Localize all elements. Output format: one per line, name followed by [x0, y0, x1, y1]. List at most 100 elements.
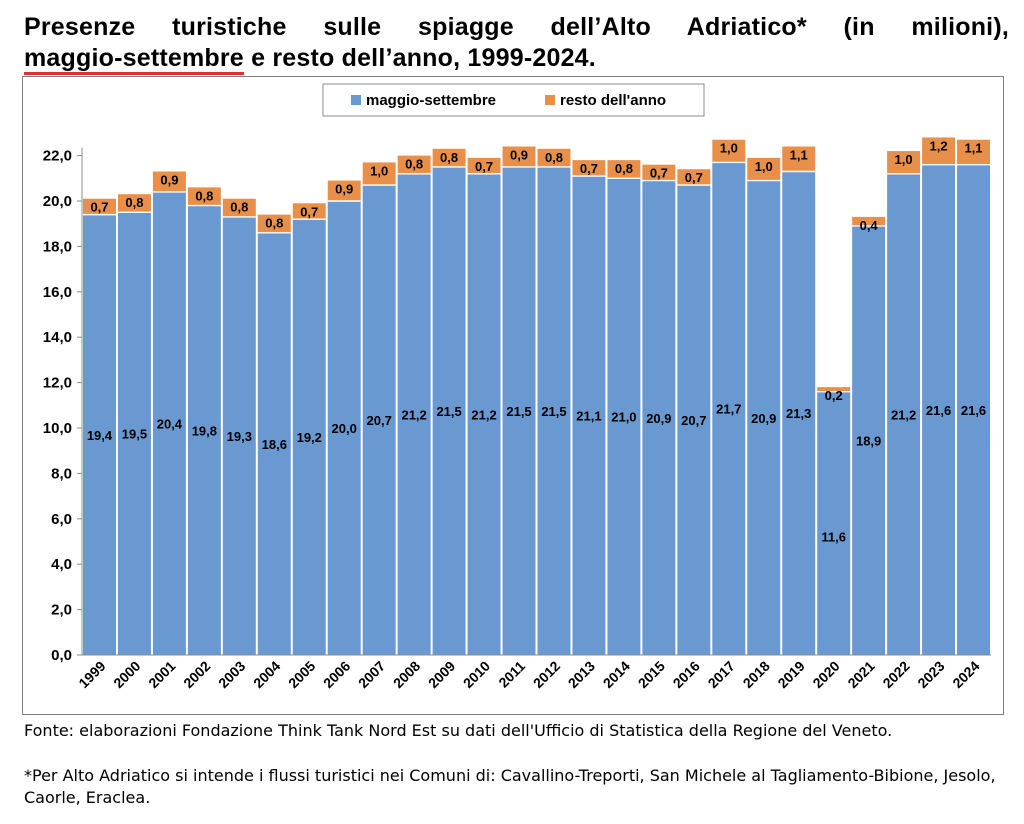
bar-resto-anno-2002 [187, 187, 221, 206]
y-tick-label: 16,0 [43, 284, 72, 301]
data-label-resto-anno: 0,8 [440, 150, 458, 165]
y-tick-label: 20,0 [43, 193, 72, 210]
data-label-resto-anno: 1,1 [964, 141, 982, 156]
bar-resto-anno-2006 [327, 180, 361, 201]
y-tick-label: 14,0 [43, 329, 72, 346]
data-label-resto-anno: 1,0 [755, 159, 773, 174]
data-label-resto-anno: 0,8 [265, 216, 283, 231]
bar-maggio-settembre-2004 [257, 232, 291, 655]
x-tick-label: 2009 [425, 658, 458, 691]
x-tick-label: 2010 [460, 658, 493, 691]
bar-maggio-settembre-2014 [607, 178, 641, 656]
x-tick-label: 2019 [774, 658, 807, 691]
y-tick-label: 8,0 [51, 465, 72, 482]
data-label-resto-anno: 0,8 [615, 161, 633, 176]
data-label-maggio-settembre: 21,0 [611, 410, 636, 425]
bar-resto-anno-2000 [117, 194, 151, 213]
data-label-maggio-settembre: 11,6 [821, 530, 846, 545]
bar-maggio-settembre-2005 [292, 219, 326, 655]
x-tick-label: 2016 [670, 658, 703, 691]
stacked-bar-chart: 0,0 2,0 4,0 6,0 8,0 10,0 12,0 14,0 16,0 18,0 20,0 2… [43, 83, 991, 691]
data-label-resto-anno: 0,8 [405, 157, 423, 172]
bar-resto-anno-1999 [83, 198, 116, 215]
data-label-maggio-settembre: 19,3 [227, 429, 252, 444]
data-label-resto-anno: 0,4 [860, 218, 879, 233]
legend-swatch [545, 95, 555, 105]
x-tick-label: 2006 [320, 658, 353, 691]
bar-resto-anno-2010 [467, 157, 501, 174]
data-label-resto-anno: 0,7 [650, 166, 668, 181]
x-tick-label: 2021 [844, 658, 877, 691]
bar-resto-anno-2024 [957, 139, 990, 165]
data-label-resto-anno: 0,7 [300, 204, 318, 219]
title-line-1: Presenze turistiche sulle spiagge dell’A… [24, 13, 1009, 41]
data-label-maggio-settembre: 19,8 [192, 423, 217, 438]
bar-maggio-settembre-2010 [467, 173, 501, 655]
bar-resto-anno-2004 [257, 214, 291, 233]
bar-resto-anno-2014 [607, 160, 641, 179]
title-line-2: maggio-settembre e resto dell’anno, 1999… [24, 43, 1009, 75]
bar-maggio-settembre-1999 [83, 214, 116, 655]
data-label-maggio-settembre: 21,2 [471, 407, 496, 422]
x-tick-label: 1999 [75, 658, 108, 691]
data-label-resto-anno: 0,2 [825, 388, 843, 403]
data-label-maggio-settembre: 20,9 [751, 411, 776, 426]
data-label-maggio-settembre: 20,4 [157, 416, 183, 431]
bar-maggio-settembre-2018 [747, 180, 781, 655]
bar-maggio-settembre-2006 [327, 201, 361, 655]
x-tick-label: 2001 [145, 658, 178, 691]
y-tick-label: 10,0 [43, 420, 72, 437]
data-label-resto-anno: 1,2 [930, 138, 948, 153]
data-label-maggio-settembre: 19,5 [122, 427, 147, 442]
data-label-resto-anno: 0,7 [90, 200, 108, 215]
data-label-maggio-settembre: 20,0 [332, 421, 357, 436]
legend-swatch [351, 95, 361, 105]
data-label-resto-anno: 0,7 [475, 159, 493, 174]
chart-title: Presenze turistiche sulle spiagge dell’A… [24, 12, 1009, 75]
data-label-resto-anno: 1,1 [790, 148, 808, 163]
bar-maggio-settembre-2000 [117, 212, 151, 655]
x-tick-label: 2005 [285, 658, 318, 691]
data-label-maggio-settembre: 21,6 [961, 403, 986, 418]
data-label-maggio-settembre: 21,5 [506, 404, 531, 419]
bar-resto-anno-2008 [397, 155, 431, 174]
y-tick-label: 2,0 [51, 602, 72, 619]
bar-maggio-settembre-2020 [817, 391, 851, 655]
bar-maggio-settembre-2017 [712, 162, 746, 655]
data-label-maggio-settembre: 20,7 [367, 413, 392, 428]
legend-label: resto dell'anno [560, 92, 666, 109]
y-tick-label: 22,0 [43, 148, 72, 165]
x-tick-label: 2012 [530, 658, 563, 691]
data-label-maggio-settembre: 21,5 [436, 404, 461, 419]
data-label-maggio-settembre: 21,1 [576, 409, 601, 424]
bar-resto-anno-2003 [222, 198, 256, 217]
x-tick-label: 2023 [914, 658, 947, 691]
bar-maggio-settembre-2012 [537, 166, 571, 655]
data-label-maggio-settembre: 21,3 [786, 406, 811, 421]
data-label-resto-anno: 0,7 [685, 170, 703, 185]
chart-frame: 0,0 2,0 4,0 6,0 8,0 10,0 12,0 14,0 16,0 18,0 20,0 2… [22, 76, 1004, 715]
bar-maggio-settembre-2002 [187, 205, 221, 656]
data-label-maggio-settembre: 20,9 [646, 411, 671, 426]
x-tick-label: 2003 [215, 658, 248, 691]
x-tick-label: 2018 [740, 658, 773, 691]
x-tick-label: 2007 [355, 658, 388, 691]
data-label-resto-anno: 0,8 [545, 150, 563, 165]
x-tick-label: 2002 [180, 658, 213, 691]
data-label-resto-anno: 0,8 [195, 188, 213, 203]
legend-box [322, 83, 705, 117]
x-tick-label: 2014 [600, 658, 633, 691]
bar-resto-anno-2017 [712, 139, 746, 163]
y-tick-label: 12,0 [43, 375, 72, 392]
data-label-maggio-settembre: 18,6 [262, 437, 287, 452]
bar-maggio-settembre-2007 [362, 185, 396, 656]
bar-resto-anno-2005 [292, 203, 326, 220]
data-label-resto-anno: 0,7 [580, 161, 598, 176]
bar-resto-anno-2018 [747, 157, 781, 181]
x-tick-label: 2024 [949, 658, 982, 691]
bar-maggio-settembre-2022 [887, 173, 921, 655]
bar-maggio-settembre-2011 [502, 166, 536, 655]
x-tick-label: 2011 [495, 658, 528, 691]
data-label-maggio-settembre: 21,7 [716, 402, 741, 417]
title-highlight: maggio-settembre [24, 44, 244, 75]
